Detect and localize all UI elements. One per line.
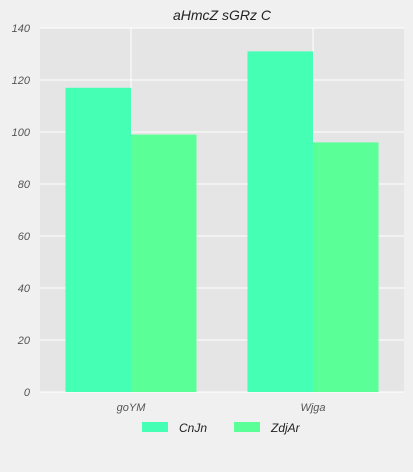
bar-ZdjAr-Wjga[interactable] [313, 142, 379, 392]
x-axis-ticks: goYM Wjga [117, 402, 326, 414]
bar-CnJn-goYM[interactable] [65, 87, 131, 393]
x-tick-label: goYM [117, 402, 147, 414]
y-axis-ticks: 0 20 40 60 80 100 120 140 [12, 23, 31, 399]
chart-title: aHmcZ sGRz C [173, 7, 272, 23]
legend-label: CnJn [179, 421, 207, 435]
legend-swatch [142, 422, 168, 432]
legend-swatch [234, 422, 260, 432]
y-tick-label: 20 [17, 335, 31, 347]
y-tick-label: 40 [18, 283, 31, 295]
y-tick-label: 120 [12, 75, 31, 87]
y-tick-label: 100 [12, 127, 31, 139]
bar-CnJn-Wjga[interactable] [247, 51, 313, 393]
y-tick-label: 60 [18, 231, 31, 243]
y-tick-label: 140 [12, 23, 31, 35]
y-tick-label: 80 [18, 179, 31, 191]
bars [65, 51, 379, 393]
x-tick-label: Wjga [300, 402, 325, 414]
bar-ZdjAr-goYM[interactable] [131, 134, 197, 392]
legend-label: ZdjAr [270, 421, 301, 435]
legend[interactable]: CnJn ZdjAr [142, 421, 301, 435]
y-tick-label: 0 [24, 387, 31, 399]
